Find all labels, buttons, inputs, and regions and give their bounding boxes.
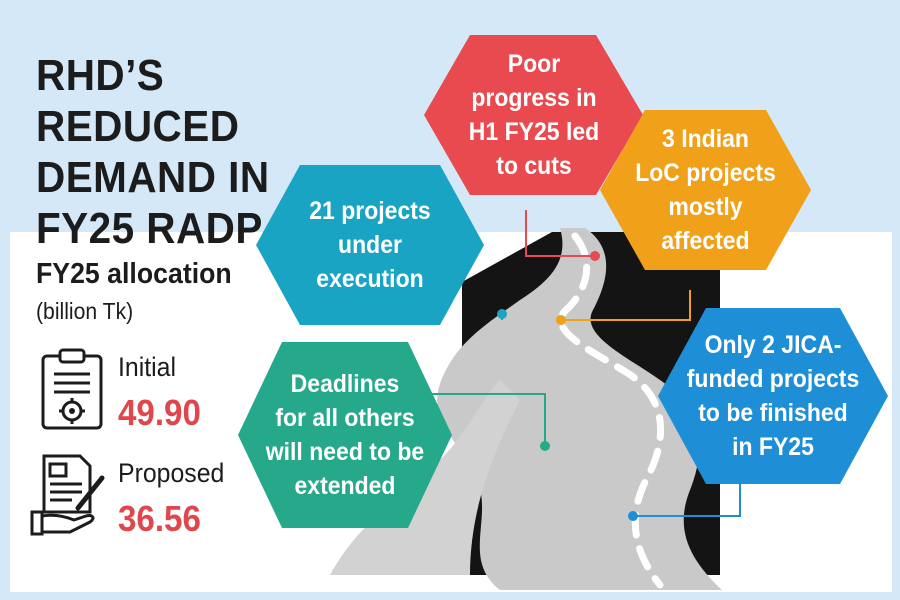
connectors: [420, 210, 741, 521]
proposed-label: Proposed: [118, 458, 225, 488]
hex-jica: [658, 308, 888, 484]
document-hand-pen-icon: [30, 454, 105, 536]
initial-value: 49.90: [118, 392, 201, 433]
callout-jica: Only 2 JICA- funded projects to be finis…: [686, 331, 860, 461]
connector-deadlines: [420, 393, 546, 446]
page-title: RHD’S REDUCED DEMAND IN FY25 RADP: [36, 51, 270, 253]
hex-projects: [256, 165, 484, 325]
allocation-heading: FY25 allocation: [36, 258, 232, 290]
callout-progress: Poor progress in H1 FY25 led to cuts: [468, 50, 600, 180]
dot-jica: [628, 511, 638, 521]
clipboard-gear-icon: [41, 348, 103, 430]
connector-progress: [525, 210, 595, 257]
callout-indian: 3 Indian LoC projects mostly affected: [635, 125, 776, 255]
hexagons: [238, 35, 888, 528]
hex-progress: [424, 35, 643, 195]
proposed-value: 36.56: [118, 498, 201, 539]
connector-jica: [633, 478, 741, 517]
hex-deadlines: [238, 342, 452, 528]
connector-indian: [561, 290, 691, 321]
hex-indian: [600, 110, 811, 270]
allocation-unit: (billion Tk): [36, 298, 134, 324]
dot-indian: [556, 315, 566, 325]
dot-progress: [590, 251, 600, 261]
callout-projects: 21 projects under execution: [309, 197, 431, 293]
dot-deadlines: [540, 441, 550, 451]
initial-label: Initial: [118, 352, 176, 382]
dot-projects: [497, 309, 507, 319]
callout-deadlines: Deadlines for all others will need to be…: [265, 370, 425, 500]
road-surface: [437, 228, 722, 590]
